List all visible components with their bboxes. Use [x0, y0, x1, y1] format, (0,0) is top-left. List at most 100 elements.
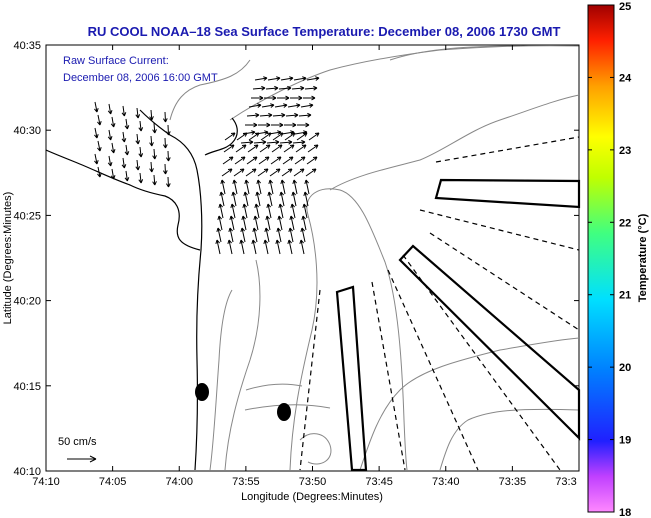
current-vector [233, 168, 245, 177]
current-vector [165, 176, 171, 188]
marker-ellipse [277, 403, 291, 421]
current-vector [121, 105, 127, 117]
current-vector [281, 168, 293, 177]
current-vector [305, 168, 317, 177]
current-vector [162, 111, 168, 123]
current-vector [149, 135, 154, 147]
current-vector [278, 203, 284, 219]
current-vector [138, 172, 144, 184]
current-vector [138, 120, 144, 132]
current-vector [251, 239, 257, 255]
current-vector [292, 179, 298, 195]
current-vector [223, 144, 235, 153]
current-vector [216, 227, 222, 243]
current-vector [229, 215, 235, 231]
current-vector [244, 179, 250, 195]
current-vector [299, 239, 305, 255]
current-vector [308, 132, 320, 141]
x-tick-labels: 74:10 74:05 74:00 73:55 73:50 73:45 73:40 73:35… [32, 476, 576, 488]
current-vector [259, 144, 271, 153]
plot-frame [45, 44, 580, 472]
current-vector [266, 139, 280, 145]
scale-arrow [67, 455, 97, 463]
current-vector [291, 191, 297, 207]
current-time: December 08, 2006 16:00 GMT [63, 72, 218, 84]
boundary-polygons [335, 178, 581, 472]
marker-ellipse [195, 383, 209, 401]
current-vector [264, 95, 277, 101]
current-vector [284, 122, 297, 128]
current-vector [277, 215, 283, 231]
bathymetry-contours [169, 45, 580, 471]
current-vector [282, 156, 294, 165]
current-vector [256, 179, 262, 195]
current-vector [255, 191, 261, 207]
x-tick-label: 74:00 [165, 476, 193, 488]
current-vector [149, 161, 154, 173]
current-vector [124, 144, 130, 156]
current-vector [304, 179, 310, 195]
current-vector [267, 191, 273, 207]
current-vector [272, 132, 284, 141]
current-vector [110, 168, 116, 180]
current-vector [284, 132, 296, 141]
current-vector [245, 122, 258, 128]
current-vector [302, 203, 308, 219]
current-vector [279, 139, 293, 145]
current-vector [218, 203, 224, 219]
colorbar-ticks [588, 4, 614, 513]
current-vector [292, 139, 306, 145]
x-tick-label: 73:35 [499, 476, 527, 488]
current-vector [241, 215, 247, 231]
current-vector [165, 124, 171, 136]
current-vector [94, 101, 99, 113]
current-vector [230, 203, 236, 219]
current-vector [258, 156, 270, 165]
current-vector [232, 179, 238, 195]
x-tick-label: 73:45 [365, 476, 393, 488]
x-tick-label: 74:10 [32, 476, 60, 488]
current-vector [291, 85, 305, 91]
current-vector [280, 179, 286, 195]
current-vector [152, 174, 157, 186]
current-vector [297, 122, 310, 128]
current-vector [245, 168, 257, 177]
scale-label: 50 cm/s [58, 436, 97, 448]
current-vector [254, 76, 268, 81]
current-vector [219, 191, 225, 207]
current-vector [296, 132, 308, 141]
current-vector [124, 170, 130, 182]
current-vector [306, 76, 320, 81]
current-vector [227, 239, 233, 255]
current-vector [94, 127, 99, 139]
map-title: RU COOL NOAA–18 Sea Surface Temperature:… [88, 24, 561, 39]
current-vector [304, 85, 318, 91]
current-vector [135, 107, 141, 119]
colorbar-tick-label: 23 [619, 145, 631, 157]
current-vector [107, 155, 113, 167]
current-vector [224, 132, 236, 141]
current-vector [300, 227, 306, 243]
current-vector [162, 137, 168, 149]
current-vector [236, 132, 248, 141]
current-vector [258, 122, 271, 128]
x-tick-label: 73:50 [299, 476, 327, 488]
current-vector [252, 227, 258, 243]
current-vector [228, 227, 234, 243]
y-tick-label: 40:20 [13, 296, 41, 308]
current-vector [283, 144, 295, 153]
current-vector [135, 159, 141, 171]
current-vector [300, 103, 314, 108]
current-label: Raw Surface Current: [63, 55, 169, 67]
current-vector [259, 112, 273, 118]
current-vector [268, 179, 274, 195]
y-tick-labels: 40:35 40:30 40:25 40:20 40:15 40:10 [13, 40, 41, 478]
current-vector [165, 150, 171, 162]
current-vector [303, 95, 316, 101]
dashed-lines [299, 136, 580, 471]
colorbar-tick-labels: 25 24 23 22 21 20 19 18 [619, 1, 632, 518]
current-vector [248, 103, 262, 108]
current-vector [135, 133, 141, 145]
current-vector [97, 166, 102, 178]
colorbar-tick-label: 20 [619, 362, 631, 374]
